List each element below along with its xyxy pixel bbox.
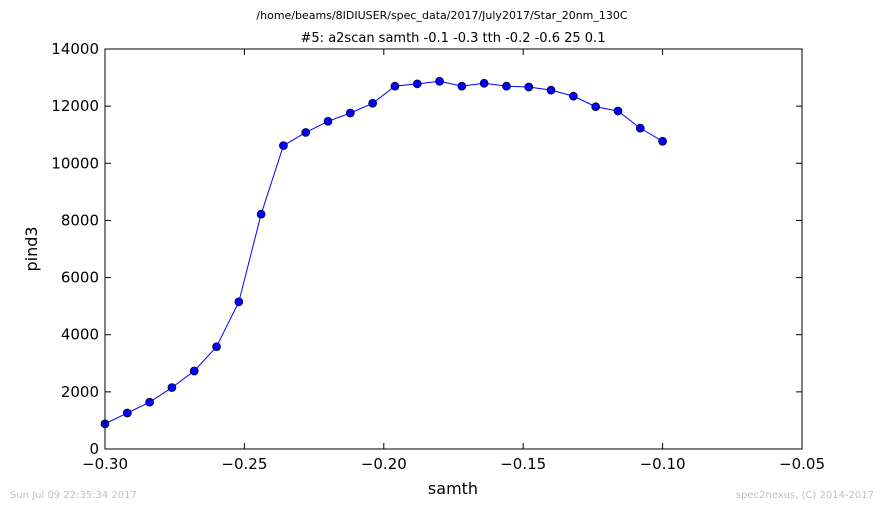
data-point — [189, 366, 199, 376]
y-tick-label: 4000 — [61, 326, 99, 344]
x-tick-label: −0.20 — [361, 455, 407, 473]
x-tick-label: −0.10 — [640, 455, 686, 473]
x-tick-label: −0.30 — [82, 455, 128, 473]
data-point — [368, 98, 377, 108]
data-point — [256, 209, 266, 219]
data-point — [457, 81, 467, 91]
footer-timestamp: Sun Jul 09 22:35:34 2017 — [10, 490, 137, 501]
data-point — [212, 342, 221, 352]
y-tick-label: 0 — [89, 440, 99, 458]
series-line — [104, 80, 663, 425]
data-point — [546, 85, 556, 95]
data-point — [167, 383, 177, 392]
x-tick-label: −0.25 — [221, 455, 267, 473]
data-point — [658, 136, 667, 146]
suptitle: /home/beams/8IDIUSER/spec_data/2017/July… — [256, 9, 627, 22]
data-point — [301, 128, 311, 137]
x-tick-label: −0.15 — [500, 455, 546, 473]
y-tick-label: 12000 — [51, 97, 99, 115]
y-axis-label: pind3 — [22, 226, 41, 271]
y-tick-label: 2000 — [61, 383, 99, 401]
data-point — [323, 116, 333, 126]
y-tick-label: 14000 — [51, 40, 99, 58]
data-point — [435, 76, 444, 86]
data-point — [479, 78, 489, 88]
y-tick-label: 6000 — [61, 269, 99, 287]
data-point — [613, 106, 623, 116]
data-point — [502, 81, 511, 91]
data-point — [412, 79, 422, 89]
data-point — [279, 141, 288, 150]
data-point — [591, 102, 601, 112]
plot-area: −0.30 −0.25 −0.20 −0.15 −0.10 −0.05 0 2000 4000 6… — [51, 40, 825, 473]
data-point — [524, 82, 534, 92]
data-point — [122, 408, 132, 418]
data-point — [145, 397, 154, 407]
data-point — [234, 297, 244, 307]
x-axis-label: samth — [428, 479, 478, 498]
x-tick-label: −0.05 — [779, 455, 825, 473]
data-point — [569, 91, 578, 101]
y-tick-label: 10000 — [51, 154, 99, 172]
data-point — [345, 108, 355, 118]
footer-credit: spec2nexus, (C) 2014-2017 — [736, 490, 874, 501]
axes-frame — [104, 48, 803, 450]
data-point — [635, 123, 645, 133]
data-point — [390, 81, 400, 91]
chart-title: #5: a2scan samth -0.1 -0.3 tth -0.2 -0.6… — [301, 31, 606, 46]
y-tick-label: 8000 — [61, 211, 99, 229]
